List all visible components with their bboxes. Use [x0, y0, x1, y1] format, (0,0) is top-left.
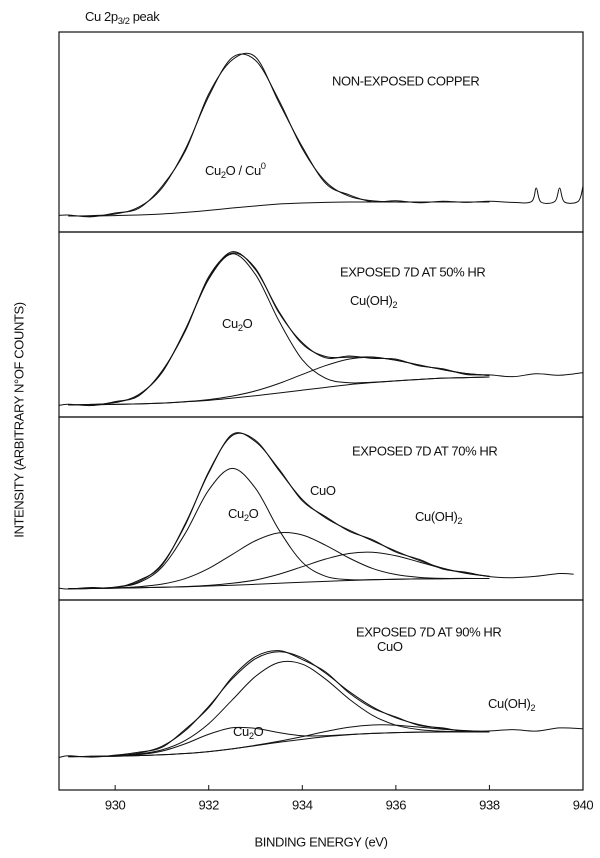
text-part: O: [243, 316, 253, 331]
text-part: 2: [221, 170, 226, 180]
peak-label: CuO: [310, 483, 336, 498]
x-tick-label: 932: [198, 797, 219, 812]
text-part: 2: [238, 323, 243, 333]
text-part: Cu(OH): [488, 696, 530, 711]
spectrum-line: [68, 724, 490, 758]
text-part: 2: [392, 300, 397, 310]
text-part: O / Cu: [226, 163, 261, 178]
text-part: 3/2: [118, 16, 130, 26]
x-tick-label: 936: [386, 797, 407, 812]
spectrum-line: [68, 432, 490, 590]
text-part: Cu: [205, 163, 221, 178]
spectrum-line: [68, 467, 490, 590]
spectrum-line: [68, 726, 490, 758]
spectrum-line: [68, 53, 490, 217]
peak-label: CuO: [377, 639, 403, 654]
peak-label: Cu(OH)2: [415, 509, 462, 526]
peak-label: Cu2O / Cu0: [205, 161, 266, 180]
text-part: CuO: [377, 639, 403, 654]
panel-title: EXPOSED 7D AT 70% HR: [352, 443, 497, 458]
x-tick-label: 940: [573, 797, 594, 812]
peak-label: Cu(OH)2: [488, 696, 535, 713]
text-part: Cu 2p: [85, 9, 118, 24]
panel-frame: [58, 231, 584, 418]
text-part: Cu: [233, 724, 249, 739]
x-tick-label: 938: [479, 797, 500, 812]
spectrum-line: [58, 650, 584, 758]
x-tick-label: 934: [292, 797, 313, 812]
text-part: 2: [249, 731, 254, 741]
spectrum-line: [68, 551, 490, 590]
text-part: Cu(OH): [415, 509, 457, 524]
x-tick-label: 930: [105, 797, 126, 812]
spectrum-line: [68, 201, 490, 217]
spectrum-line: [58, 52, 584, 218]
figure-title: Cu 2p3/2 peak: [85, 9, 160, 26]
text-part: CuO: [310, 483, 336, 498]
peak-label: Cu(OH)2: [350, 293, 397, 310]
panel-title: NON-EXPOSED COPPER: [332, 73, 479, 88]
panel-title: EXPOSED 7D AT 90% HR: [356, 624, 501, 639]
spectrum-line: [68, 251, 490, 406]
text-part: Cu: [222, 316, 238, 331]
spectrum-line: [58, 432, 574, 590]
text-part: 0: [261, 161, 266, 171]
spectrum-line: [68, 651, 490, 758]
text-part: 2: [530, 703, 535, 713]
spectrum-line: [68, 660, 490, 758]
peak-label: Cu2O: [222, 316, 253, 333]
text-part: O: [249, 506, 259, 521]
text-part: peak: [130, 9, 161, 24]
panel-title: EXPOSED 7D AT 50% HR: [340, 264, 485, 279]
panel-frame: [58, 599, 584, 791]
peak-label: Cu2O: [233, 724, 264, 741]
text-part: Cu: [228, 506, 244, 521]
x-axis-label: BINDING ENERGY (eV): [254, 834, 387, 849]
panel-frame: [58, 416, 584, 601]
text-part: O: [254, 724, 264, 739]
spectrum-line: [58, 252, 584, 407]
spectrum-line: [68, 532, 490, 590]
text-part: 2: [244, 513, 249, 523]
text-part: Cu(OH): [350, 293, 392, 308]
peak-label: Cu2O: [228, 506, 259, 523]
text-part: 2: [457, 516, 462, 526]
y-axis-label: INTENSITY (ARBITRARY N°OF COUNTS): [11, 302, 26, 537]
spectrum-line: [68, 376, 490, 406]
